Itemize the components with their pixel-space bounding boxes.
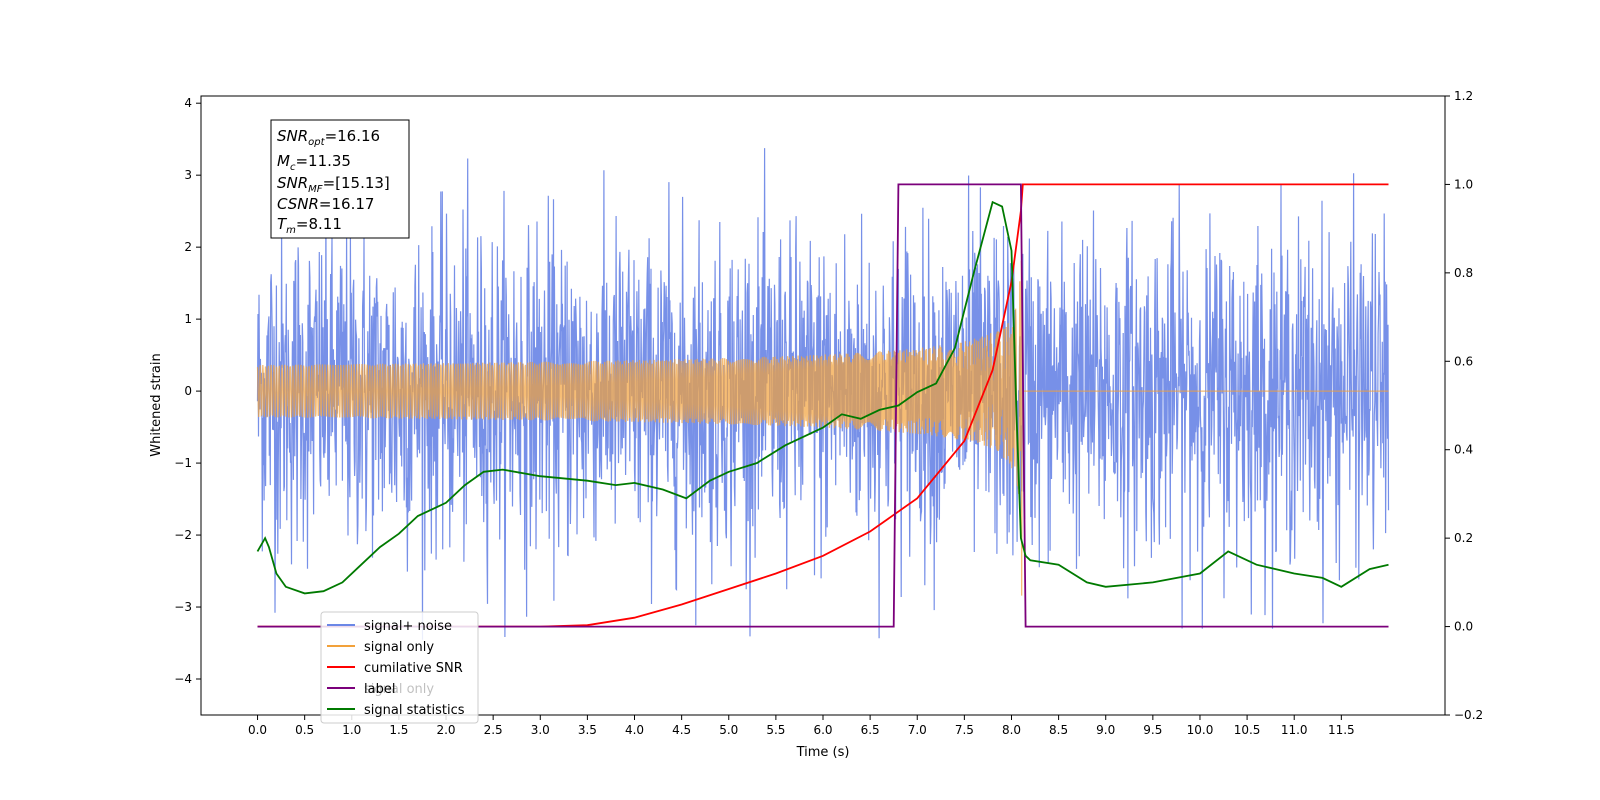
y-tick-label: −2 <box>174 528 192 542</box>
x-tick-label: 8.5 <box>1049 723 1068 737</box>
x-tick-label: 7.0 <box>908 723 927 737</box>
x-tick-label: 4.0 <box>625 723 644 737</box>
x-tick-label: 10.5 <box>1234 723 1261 737</box>
y2-tick-label: 0.2 <box>1454 531 1473 545</box>
annotation-box: SNRopt=16.16 Mc=11.35 SNRMF=[15.13] CSNR… <box>270 119 410 239</box>
x-tick-label: 0.5 <box>295 723 314 737</box>
x-axis-label: Time (s) <box>796 745 850 760</box>
legend-label-cumulative-snr: cumilative SNR <box>364 661 463 676</box>
x-tick-label: 9.5 <box>1143 723 1162 737</box>
y-axis-label: Whitened strain <box>149 353 164 456</box>
legend-label-signal-noise: signal+ noise <box>364 619 452 634</box>
y2-tick-label: 1.0 <box>1454 177 1473 191</box>
y-tick-label: 3 <box>184 168 192 182</box>
series-cumulative-snr <box>257 183 1389 628</box>
y-tick-label: −3 <box>174 600 192 614</box>
annotation-mc: Mc=11.35 <box>277 152 351 173</box>
y-tick-label: −1 <box>174 456 192 470</box>
x-tick-label: 5.5 <box>766 723 785 737</box>
y-tick-label: 4 <box>184 96 192 110</box>
y-axis-right: 1.2 1.0 0.8 0.6 0.4 0.2 0.0 −0.2 <box>1445 89 1483 722</box>
y-tick-label: 1 <box>184 312 192 326</box>
x-tick-label: 1.0 <box>342 723 361 737</box>
series-signal-only <box>256 260 1389 596</box>
x-tick-label: 6.5 <box>861 723 880 737</box>
x-tick-label: 10.0 <box>1187 723 1214 737</box>
y2-tick-label: 0.8 <box>1454 266 1473 280</box>
legend-frame <box>320 611 479 724</box>
y-tick-label: 2 <box>184 240 192 254</box>
x-tick-label: 8.0 <box>1002 723 1021 737</box>
x-tick-label: 3.0 <box>531 723 550 737</box>
x-tick-label: 2.0 <box>436 723 455 737</box>
x-axis: 0.0 0.5 1.0 1.5 2.0 2.5 3.0 3.5 4.0 4.5 5.0 5.5 6.0 6… <box>248 715 1355 737</box>
x-tick-label: 11.0 <box>1281 723 1308 737</box>
x-tick-label: 9.0 <box>1096 723 1115 737</box>
x-tick-label: 5.0 <box>719 723 738 737</box>
y-tick-label: −4 <box>174 672 192 686</box>
x-tick-label: 2.5 <box>484 723 503 737</box>
x-tick-label: 7.5 <box>955 723 974 737</box>
y2-tick-label: −0.2 <box>1454 708 1483 722</box>
legend-label-label: label <box>364 682 395 697</box>
legend-label-signal-only: signal only <box>364 640 434 655</box>
annotation-csnr: CSNR=16.17 <box>277 195 374 213</box>
annotation-box-frame <box>270 119 410 239</box>
x-tick-label: 1.5 <box>389 723 408 737</box>
y2-tick-label: 1.2 <box>1454 89 1473 103</box>
y-axis-left: 4 3 2 1 0 −1 −2 −3 −4 <box>174 96 201 686</box>
legend: signal+ noise signal only cumilative SNR… <box>320 611 479 724</box>
series-label <box>257 183 1389 628</box>
y2-tick-label: 0.4 <box>1454 443 1473 457</box>
x-tick-label: 6.0 <box>813 723 832 737</box>
y2-tick-label: 0.0 <box>1454 620 1473 634</box>
y-tick-label: 0 <box>184 384 192 398</box>
x-tick-label: 0.0 <box>248 723 267 737</box>
annotation-snr-opt: SNRopt=16.16 <box>277 127 380 148</box>
series-signal-statistics <box>256 200 1389 595</box>
y2-tick-label: 0.6 <box>1454 354 1473 368</box>
x-tick-label: 11.5 <box>1328 723 1355 737</box>
x-tick-label: 4.5 <box>672 723 691 737</box>
plot-area <box>256 148 1390 640</box>
legend-label-signal-statistics: signal statistics <box>364 703 465 718</box>
annotation-snr-mf: SNRMF=[15.13] <box>277 174 390 195</box>
annotation-tm: Tm=8.11 <box>277 215 342 236</box>
x-tick-label: 3.5 <box>578 723 597 737</box>
legend-label-signal-only-ghost: signal only <box>364 682 434 697</box>
